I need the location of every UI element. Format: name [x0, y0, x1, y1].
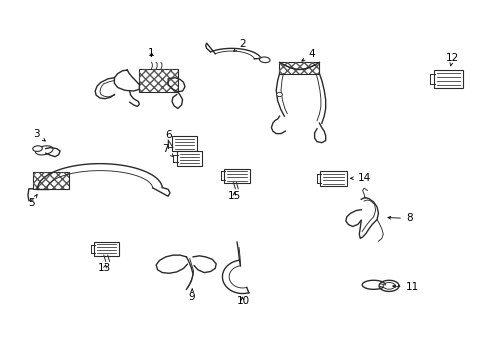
Text: 9: 9 [189, 289, 196, 302]
Text: 10: 10 [237, 296, 249, 306]
Text: 12: 12 [446, 53, 459, 66]
FancyBboxPatch shape [320, 171, 347, 186]
Circle shape [277, 93, 282, 96]
Text: 4: 4 [302, 49, 316, 61]
Text: 5: 5 [28, 195, 37, 208]
Bar [33, 172, 69, 189]
FancyBboxPatch shape [224, 168, 250, 183]
Text: 8: 8 [388, 213, 413, 224]
Text: 3: 3 [33, 129, 45, 141]
Text: 13: 13 [98, 264, 111, 273]
Text: 2: 2 [234, 39, 246, 51]
Ellipse shape [35, 146, 53, 155]
Bar [139, 69, 178, 92]
Bar [279, 62, 319, 73]
Text: 6: 6 [165, 130, 176, 142]
Text: 14: 14 [351, 173, 371, 183]
FancyBboxPatch shape [94, 242, 119, 256]
Ellipse shape [33, 146, 42, 152]
Bar [139, 69, 178, 92]
Ellipse shape [260, 57, 270, 63]
Text: 1: 1 [148, 48, 155, 58]
Bar [33, 172, 69, 189]
Bar [279, 62, 319, 73]
FancyBboxPatch shape [172, 136, 197, 151]
FancyBboxPatch shape [434, 70, 464, 88]
Text: 15: 15 [228, 191, 241, 201]
Text: 7: 7 [163, 144, 174, 157]
FancyBboxPatch shape [177, 151, 202, 166]
Text: 11: 11 [393, 282, 419, 292]
